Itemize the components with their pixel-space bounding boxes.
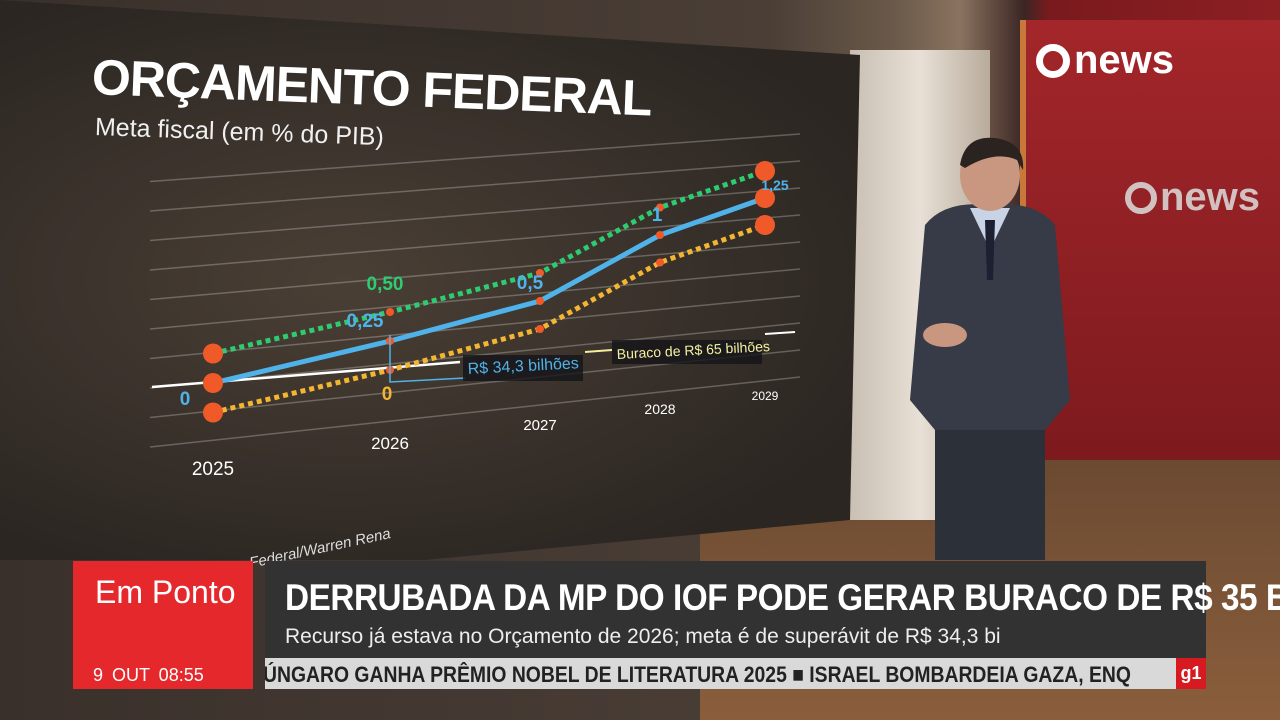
zero-line bbox=[151, 360, 461, 389]
annotation-connector bbox=[584, 349, 613, 353]
data-point bbox=[755, 188, 775, 208]
date-time: 9 OUT 08:55 bbox=[93, 665, 204, 685]
studio-wall-logo: news bbox=[1125, 175, 1260, 220]
presenter bbox=[910, 137, 1070, 560]
logo-circle-icon bbox=[1036, 43, 1070, 78]
data-point bbox=[536, 325, 544, 333]
subheadline: Recurso já estava no Orçamento de 2026; … bbox=[285, 625, 1001, 648]
gridline bbox=[149, 241, 801, 301]
data-point bbox=[386, 308, 394, 316]
series-line-2 bbox=[212, 222, 766, 415]
g1-logo: g1 bbox=[1176, 658, 1206, 689]
annotation-box bbox=[612, 340, 762, 364]
data-point bbox=[755, 161, 775, 181]
gridline bbox=[149, 295, 801, 360]
data-label: 1 bbox=[652, 205, 663, 226]
x-tick-label: 2028 bbox=[644, 401, 675, 417]
x-tick-label: 2029 bbox=[752, 389, 779, 403]
data-label: 1,25 bbox=[761, 177, 788, 193]
headline: DERRUBADA DA MP DO IOF PODE GERAR BURACO… bbox=[285, 577, 1280, 618]
data-point bbox=[656, 258, 664, 267]
x-tick-label: 2026 bbox=[371, 434, 409, 453]
program-tag: Em Ponto 9 OUT 08:55 bbox=[73, 561, 253, 689]
data-point bbox=[203, 402, 223, 423]
news-ticker: ÚNGARO GANHA PRÊMIO NOBEL DE LITERATURA … bbox=[265, 658, 1206, 689]
gridline bbox=[149, 187, 801, 242]
data-point bbox=[536, 297, 544, 305]
data-point bbox=[656, 203, 664, 212]
data-label: 0,25 bbox=[347, 311, 384, 332]
data-label: 0 bbox=[180, 389, 191, 410]
data-label: 0,50 bbox=[367, 274, 404, 295]
data-label: 0 bbox=[382, 384, 393, 405]
ticker-text: ÚNGARO GANHA PRÊMIO NOBEL DE LITERATURA … bbox=[265, 662, 1131, 687]
data-point bbox=[203, 373, 223, 393]
data-point bbox=[536, 269, 544, 277]
data-point bbox=[656, 231, 664, 239]
gridline bbox=[149, 133, 801, 183]
channel-logo: news bbox=[1036, 38, 1174, 83]
x-tick-label: 2025 bbox=[192, 459, 234, 480]
annotation-label: R$ 34,3 bilhões bbox=[467, 355, 579, 378]
fiscal-target-chart: 0,50 0 0,25 0,5 1 1,25 0 2025 2026 2027 2028 2029 R$… bbox=[149, 133, 801, 480]
logo-circle-icon bbox=[1125, 181, 1157, 214]
program-name: Em Ponto bbox=[95, 574, 236, 610]
data-label: 0,5 bbox=[517, 273, 544, 294]
data-point bbox=[203, 343, 223, 364]
chart-screen bbox=[0, 0, 860, 560]
headline-box: DERRUBADA DA MP DO IOF PODE GERAR BURACO… bbox=[265, 561, 1280, 658]
annotation-box bbox=[463, 355, 583, 381]
gridline bbox=[149, 214, 801, 271]
annotation-connector bbox=[764, 331, 796, 335]
gridline bbox=[149, 268, 801, 330]
annotation-bracket bbox=[389, 335, 466, 383]
gridline bbox=[149, 376, 801, 448]
x-tick-label: 2027 bbox=[523, 417, 556, 434]
gridline bbox=[149, 160, 801, 212]
data-point bbox=[755, 215, 775, 235]
